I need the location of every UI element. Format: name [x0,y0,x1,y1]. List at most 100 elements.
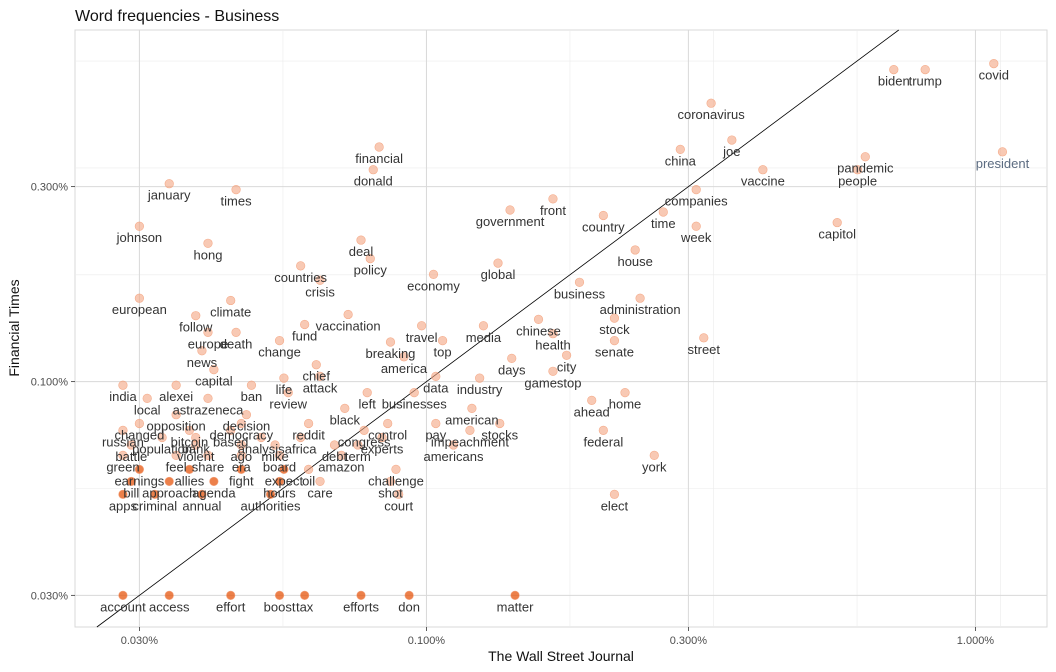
point-label: shot [378,485,403,500]
data-point [279,373,289,383]
data-point [649,450,659,460]
point-label: elect [601,498,629,513]
point-label: account [100,599,146,614]
data-point [184,464,194,474]
point-label: industry [457,382,503,397]
data-point [265,489,276,499]
data-point [296,432,306,443]
data-point [246,380,257,390]
data-point [394,489,404,499]
data-point [134,418,144,429]
data-point [191,440,201,450]
point-label: january [147,188,191,203]
y-axis-ticks: 0.030% 0.100% 0.300% [31,182,75,602]
data-point [587,395,597,405]
point-label: vaccine [741,174,785,189]
point-label: debt [322,449,348,464]
point-label: decision [223,419,271,434]
data-point [236,418,246,429]
data-point [315,275,325,285]
data-point [164,179,174,189]
point-label: authorities [241,498,301,513]
point-label: economy [407,278,460,293]
data-point [340,403,350,414]
point-label: criminal [132,498,177,513]
data-point [209,476,219,487]
point-label: top [434,345,452,360]
point-label: changed [114,427,164,442]
data-point [691,221,701,231]
point-label: business [554,286,606,301]
point-label: bill [123,485,139,500]
data-point [274,336,285,346]
data-point [303,464,314,474]
point-label: street [688,342,721,357]
point-label: democracy [210,427,274,442]
data-point [691,185,701,195]
data-point [150,489,160,499]
data-point [609,336,620,346]
data-point [391,464,401,474]
point-label: week [680,230,712,245]
point-label: agenda [192,485,236,500]
point-label: oil [302,473,315,488]
point-label: european [112,302,167,317]
data-point [164,590,174,600]
data-point [236,440,246,450]
point-label: violent [177,449,215,464]
data-point [852,165,863,175]
point-label: board [263,459,296,474]
data-point [274,590,285,600]
point-label: media [466,330,502,345]
data-point [226,295,236,306]
point-label: data [423,380,449,395]
point-label: control [368,427,407,442]
data-point [377,432,387,443]
data-point [270,440,280,450]
point-label: care [307,485,332,500]
data-point [727,135,737,145]
data-point [343,309,353,320]
point-label: countries [274,270,327,285]
point-label: green [106,459,139,474]
data-point [209,365,219,375]
point-label: health [535,338,570,353]
data-point [203,450,213,460]
data-point [465,425,475,435]
point-label: front [540,203,566,218]
data-point [467,403,477,414]
data-point [203,393,213,403]
point-label: house [617,254,652,269]
data-point [226,425,236,435]
x-axis-title: The Wall Street Journal [488,648,634,664]
point-label: capital [195,374,233,389]
data-point [620,388,630,398]
point-label: travel [406,330,438,345]
data-point [374,142,384,152]
point-label: boost [264,599,296,614]
data-point [118,489,128,499]
point-label: days [498,362,526,377]
data-point [184,425,194,435]
data-point [203,327,213,337]
point-label: stock [599,322,630,337]
data-point [675,144,685,155]
data-point [383,418,393,429]
data-point [356,235,366,245]
data-point [118,380,128,390]
data-point [365,253,375,264]
point-label: term [345,449,371,464]
point-label: reddit [292,427,325,442]
data-point [635,293,645,303]
point-label: pandemic [837,161,894,176]
point-label: vaccination [316,318,381,333]
point-label: death [220,336,253,351]
data-point [157,432,167,443]
data-point [353,440,363,450]
chart-title: Word frequencies - Business [75,8,279,25]
data-point [362,388,372,398]
data-point [300,590,310,600]
point-label: president [976,156,1030,171]
point-label: hours [263,485,296,500]
point-label: apps [109,498,138,513]
